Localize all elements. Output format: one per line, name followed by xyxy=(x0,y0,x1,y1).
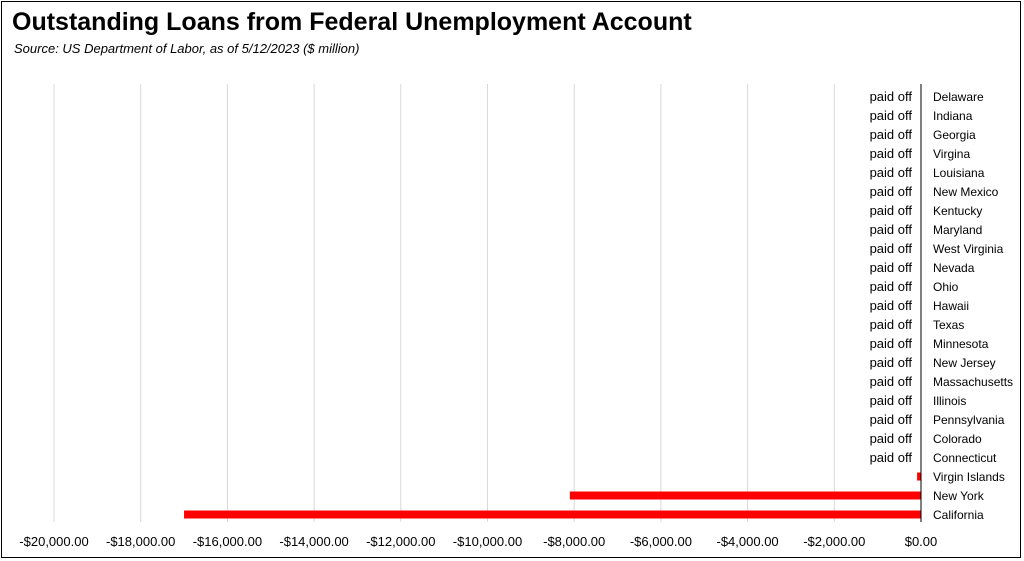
data-label: paid off xyxy=(870,203,913,218)
category-label: West Virginia xyxy=(933,242,1004,256)
category-label: New York xyxy=(933,489,985,503)
data-label: paid off xyxy=(870,108,913,123)
category-label: Indiana xyxy=(933,109,973,123)
data-label: paid off xyxy=(870,374,913,389)
category-label: Virgina xyxy=(933,147,970,161)
category-label: New Mexico xyxy=(933,185,999,199)
category-label: Connecticut xyxy=(933,451,997,465)
x-tick-label: -$4,000.00 xyxy=(717,534,779,549)
category-label: Colorado xyxy=(933,432,982,446)
data-label: paid off xyxy=(870,336,913,351)
category-label: Maryland xyxy=(933,223,982,237)
category-label: Texas xyxy=(933,318,964,332)
data-label: paid off xyxy=(870,355,913,370)
data-label: paid off xyxy=(870,260,913,275)
data-label: paid off xyxy=(870,317,913,332)
data-label: paid off xyxy=(870,127,913,142)
category-label: Delaware xyxy=(933,90,984,104)
x-tick-label: -$6,000.00 xyxy=(630,534,692,549)
category-label: California xyxy=(933,508,984,522)
category-label: Virgin Islands xyxy=(933,470,1005,484)
x-tick-label: -$16,000.00 xyxy=(193,534,262,549)
data-label: paid off xyxy=(870,279,913,294)
x-tick-label: -$10,000.00 xyxy=(453,534,522,549)
category-label: Hawaii xyxy=(933,299,969,313)
bars xyxy=(184,472,922,519)
bar xyxy=(184,510,922,519)
category-label: Minnesota xyxy=(933,337,989,351)
data-label: paid off xyxy=(870,146,913,161)
x-tick-label: -$14,000.00 xyxy=(279,534,348,549)
category-label: Ohio xyxy=(933,280,959,294)
category-label: Illinois xyxy=(933,394,966,408)
data-label: paid off xyxy=(870,222,913,237)
data-label: paid off xyxy=(870,165,913,180)
x-tick-label: -$18,000.00 xyxy=(106,534,175,549)
x-tick-label: -$8,000.00 xyxy=(543,534,605,549)
x-axis-ticks: -$20,000.00 -$18,000.00 -$16,000.00 -$14,00… xyxy=(19,534,937,549)
x-tick-label: $0.00 xyxy=(905,534,938,549)
bar xyxy=(917,472,921,481)
data-label: paid off xyxy=(870,412,913,427)
category-label: Georgia xyxy=(933,128,976,142)
data-label: paid off xyxy=(870,450,913,465)
x-tick-label: -$12,000.00 xyxy=(366,534,435,549)
category-label: Massachusetts xyxy=(933,375,1013,389)
data-label: paid off xyxy=(870,184,913,199)
x-tick-label: -$2,000.00 xyxy=(803,534,865,549)
data-label: paid off xyxy=(870,431,913,446)
chart-title: Outstanding Loans from Federal Unemploym… xyxy=(12,8,692,36)
category-label: Pennsylvania xyxy=(933,413,1005,427)
x-tick-label: -$20,000.00 xyxy=(19,534,88,549)
category-label: Nevada xyxy=(933,261,975,275)
category-label: New Jersey xyxy=(933,356,996,370)
data-label: paid off xyxy=(870,241,913,256)
gridlines xyxy=(53,84,835,522)
labels: Delaware paid off Indiana paid off Georgia pa… xyxy=(870,89,1013,522)
bar xyxy=(569,491,921,500)
category-label: Louisiana xyxy=(933,166,985,180)
data-label: paid off xyxy=(870,393,913,408)
category-label: Kentucky xyxy=(933,204,982,218)
data-label: paid off xyxy=(870,89,913,104)
data-label: paid off xyxy=(870,298,913,313)
chart-subtitle: Source: US Department of Labor, as of 5/… xyxy=(14,41,360,56)
